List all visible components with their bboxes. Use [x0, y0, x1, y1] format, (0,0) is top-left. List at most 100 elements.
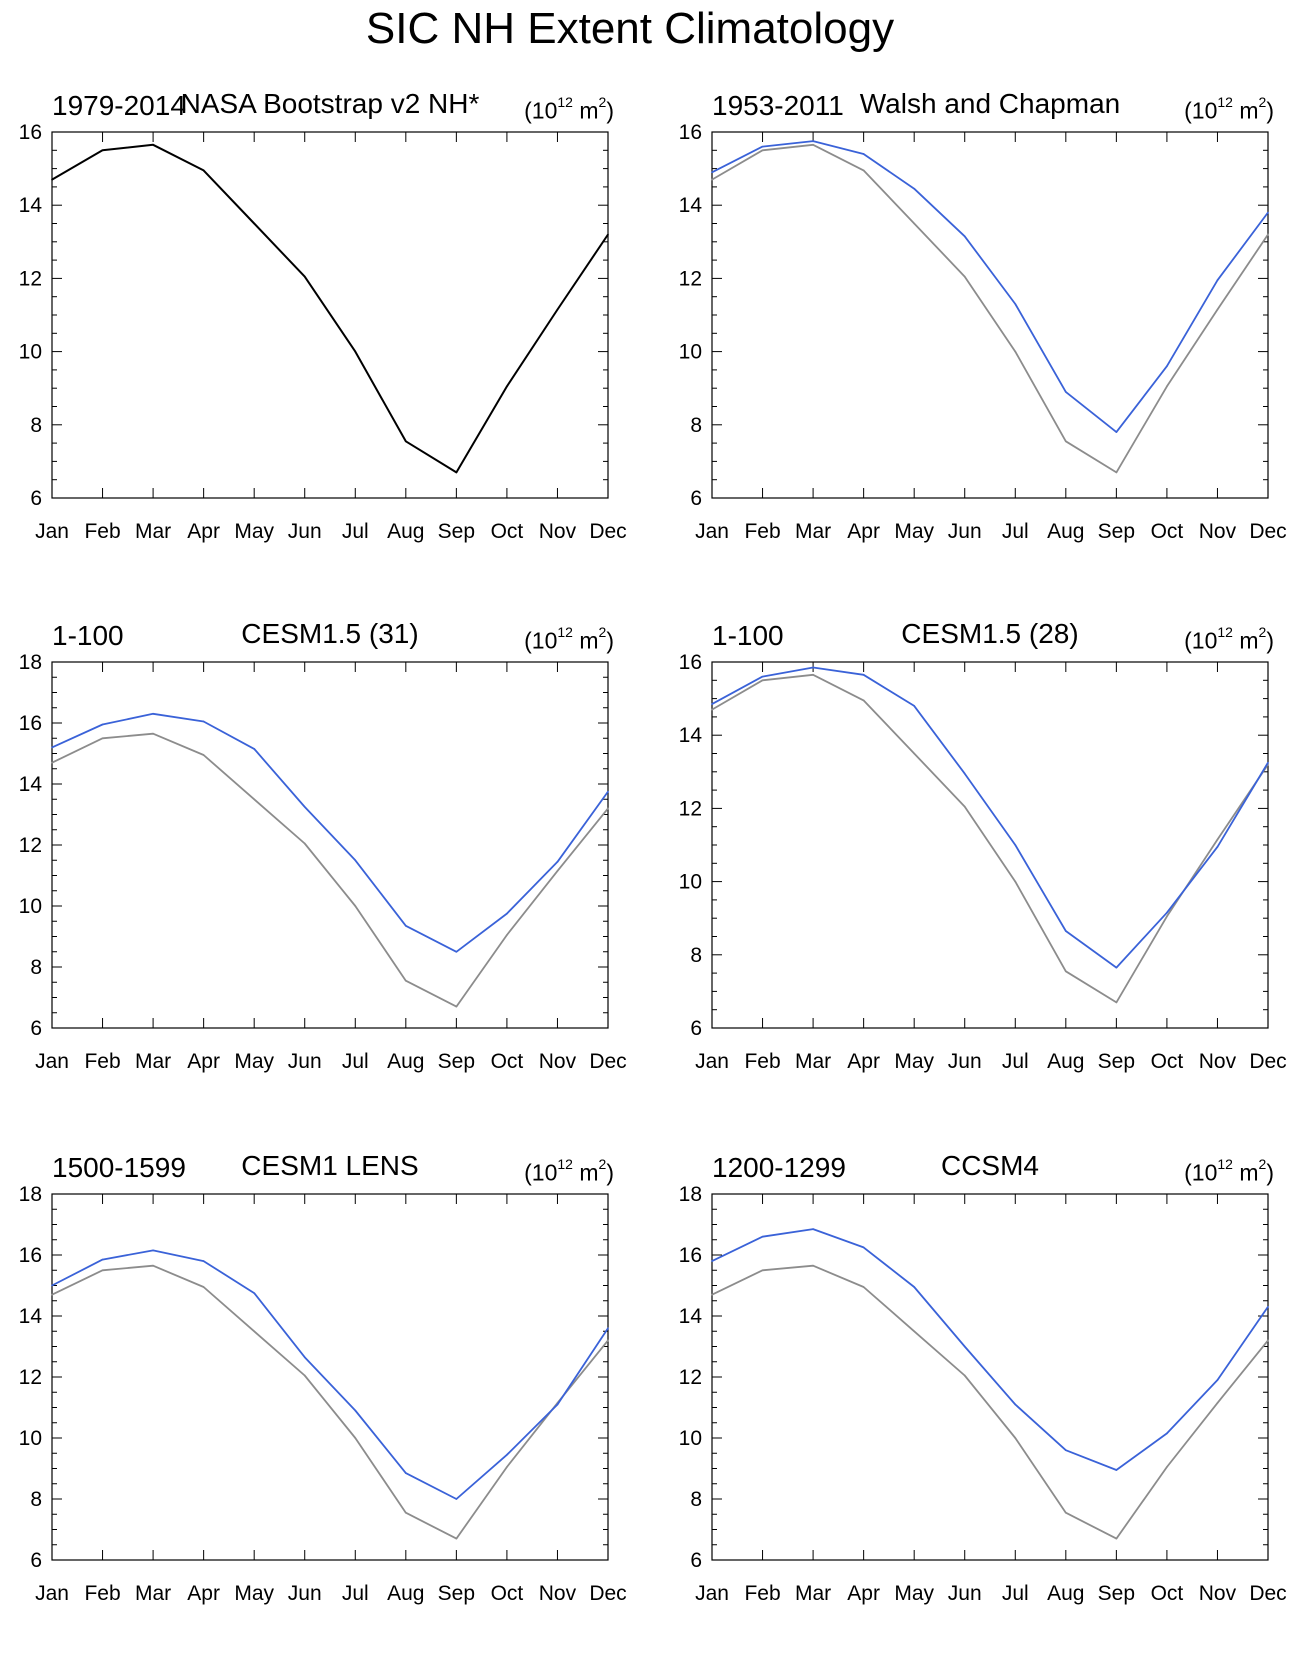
- line-chart: 6 8 10 12 14 16 18 Jan Feb Mar Apr May Jun Jul Aug Sep O…: [19, 1183, 627, 1605]
- data-point-reference: [405, 979, 407, 982]
- x-tick-label: Aug: [1047, 520, 1084, 543]
- data-point-model: [51, 746, 53, 749]
- series-line-model: [51, 712, 609, 953]
- panel-period-label: 1200-1299: [712, 1152, 846, 1183]
- data-point-reference: [1166, 1466, 1168, 1468]
- data-point-reference: [253, 1330, 255, 1333]
- data-point-reference: [761, 1269, 764, 1272]
- data-point-observed: [607, 233, 609, 236]
- x-tick-label: Mar: [795, 1582, 831, 1605]
- y-tick-label: 10: [679, 871, 702, 894]
- data-point-reference: [455, 1005, 458, 1008]
- x-tick-label: Jul: [1002, 1050, 1029, 1073]
- series-line-observed: [51, 143, 609, 474]
- x-tick-label: May: [234, 520, 274, 543]
- data-point-model: [1216, 846, 1219, 848]
- x-tick-label: Jun: [288, 1582, 322, 1605]
- x-tick-label: Apr: [187, 1050, 220, 1073]
- data-point-observed: [253, 222, 255, 225]
- data-point-reference: [607, 807, 609, 810]
- data-point-reference: [862, 699, 865, 702]
- data-point-model: [761, 675, 764, 678]
- x-tick-label: Dec: [1249, 1050, 1286, 1073]
- x-tick-label: Jun: [948, 1582, 982, 1605]
- data-point-reference: [506, 934, 508, 936]
- y-tick-label: 16: [19, 121, 42, 144]
- panel-period-label: 1500-1599: [52, 1152, 186, 1183]
- panel-period-label: 1953-2011: [712, 90, 844, 121]
- x-tick-label: Jul: [1002, 1582, 1029, 1605]
- x-tick-label: Jan: [35, 520, 69, 543]
- y-tick-label: 8: [30, 956, 42, 979]
- data-point-model: [812, 1228, 814, 1230]
- x-tick-label: Feb: [744, 1582, 780, 1605]
- series-line-model: [711, 1228, 1269, 1471]
- data-point-model: [913, 1286, 915, 1288]
- y-tick-label: 6: [690, 1549, 702, 1572]
- y-tick-label: 12: [19, 267, 42, 290]
- chart-panel-walsh-chapman: 1953-2011 Walsh and Chapman (1012 m2) 6 8…: [660, 78, 1292, 610]
- panel-units-label: (1012 m2): [1184, 94, 1274, 124]
- data-point-model: [812, 140, 814, 142]
- data-point-observed: [303, 275, 306, 278]
- y-tick-label: 14: [19, 773, 43, 796]
- data-point-reference: [303, 842, 306, 845]
- data-point-reference: [963, 805, 966, 808]
- data-point-reference: [963, 1374, 966, 1377]
- data-point-reference: [812, 674, 814, 676]
- data-point-reference: [101, 1269, 104, 1272]
- x-tick-label: Apr: [187, 1582, 220, 1605]
- data-point-reference: [253, 798, 255, 801]
- data-point-model: [1014, 303, 1017, 305]
- x-tick-label: May: [894, 520, 934, 543]
- data-point-reference: [1267, 1339, 1269, 1342]
- chart-panel-cesm1-lens: 1500-1599 CESM1 LENS (1012 m2) 6 8 10 12 14 1…: [0, 1140, 646, 1672]
- data-point-model: [1065, 1449, 1067, 1451]
- x-tick-label: Oct: [491, 1582, 524, 1605]
- data-point-reference: [455, 1537, 458, 1540]
- panel-model-title: CESM1.5 (31): [241, 618, 419, 649]
- x-tick-label: Jun: [288, 1050, 322, 1073]
- line-chart: 6 8 10 12 14 16 18 Jan Feb Mar Apr May Jun Jul Aug Sep O…: [679, 1183, 1287, 1605]
- data-point-model: [556, 860, 559, 863]
- x-tick-label: Dec: [1249, 1582, 1286, 1605]
- data-point-model: [1115, 966, 1118, 969]
- data-point-model: [405, 925, 407, 927]
- x-tick-label: Jan: [695, 520, 729, 543]
- x-tick-label: Jun: [288, 520, 322, 543]
- x-tick-label: Nov: [539, 1050, 577, 1073]
- data-point-model: [607, 1327, 609, 1329]
- series-line-reference: [711, 1264, 1269, 1540]
- data-point-observed: [152, 144, 154, 146]
- data-point-reference: [1065, 970, 1067, 973]
- data-point-reference: [152, 732, 154, 735]
- x-tick-label: Oct: [491, 1050, 524, 1073]
- data-point-reference: [1065, 1511, 1067, 1514]
- x-tick-label: Apr: [847, 520, 880, 543]
- x-tick-label: Feb: [744, 1050, 780, 1073]
- data-point-model: [862, 1246, 865, 1249]
- panel-units-label: (1012 m2): [1184, 624, 1274, 654]
- y-tick-label: 10: [19, 895, 42, 918]
- data-point-reference: [963, 275, 966, 278]
- x-tick-label: Dec: [589, 520, 626, 543]
- x-tick-label: Dec: [1249, 520, 1286, 543]
- y-tick-label: 10: [19, 341, 42, 364]
- x-tick-label: Sep: [1098, 520, 1135, 543]
- x-tick-label: Jan: [35, 1582, 69, 1605]
- y-tick-label: 8: [690, 414, 702, 437]
- data-point-reference: [862, 1286, 865, 1288]
- x-tick-label: Feb: [84, 1582, 120, 1605]
- x-tick-label: Nov: [1199, 1582, 1237, 1605]
- data-point-reference: [51, 1293, 53, 1296]
- x-tick-label: Mar: [135, 520, 171, 543]
- y-tick-label: 16: [19, 1244, 42, 1267]
- data-point-model: [711, 1260, 713, 1262]
- x-tick-label: Oct: [1151, 520, 1184, 543]
- data-point-model: [455, 1498, 458, 1500]
- data-point-reference: [761, 149, 764, 152]
- y-tick-label: 12: [679, 267, 702, 290]
- data-point-model: [506, 1453, 508, 1456]
- data-point-reference: [711, 1293, 713, 1296]
- x-tick-label: May: [234, 1050, 274, 1073]
